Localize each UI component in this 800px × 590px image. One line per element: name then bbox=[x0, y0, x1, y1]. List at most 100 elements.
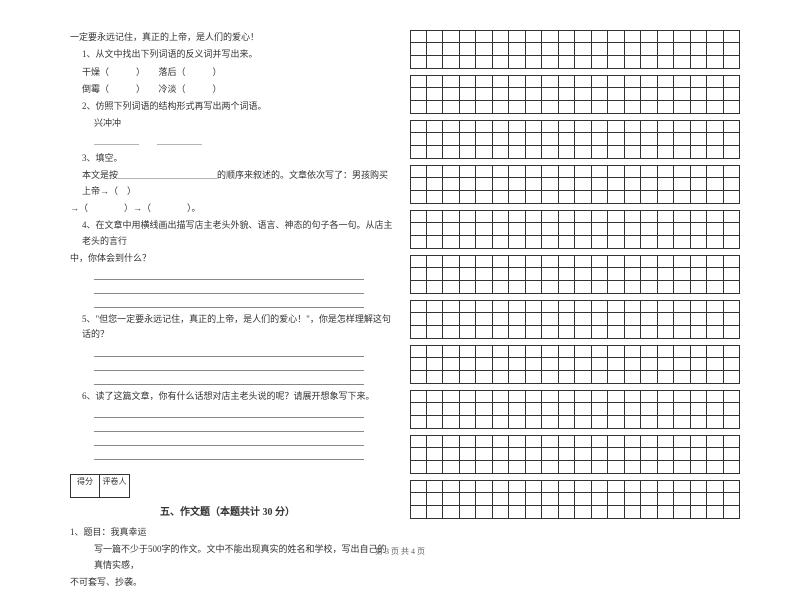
grid-cell bbox=[542, 313, 559, 326]
grid-cell bbox=[493, 493, 510, 506]
grid-cell bbox=[410, 506, 427, 519]
grid-cell bbox=[674, 416, 691, 429]
grid-cell bbox=[625, 255, 642, 268]
grid-cell bbox=[427, 146, 444, 159]
grid-cell bbox=[674, 435, 691, 448]
grid-cell bbox=[707, 461, 724, 474]
grid-cell bbox=[608, 506, 625, 519]
grid-cell bbox=[691, 255, 708, 268]
grid-cell bbox=[625, 146, 642, 159]
grid-cell bbox=[460, 345, 477, 358]
grid-cell bbox=[608, 448, 625, 461]
grid-cell bbox=[674, 236, 691, 249]
grid-cell bbox=[658, 403, 675, 416]
grid-cell bbox=[509, 191, 526, 204]
grid-cell bbox=[592, 75, 609, 88]
grid-cell bbox=[493, 30, 510, 43]
grid-cell bbox=[460, 236, 477, 249]
left-column: 一定要永远记住，真正的上帝，是人们的爱心！ 1、从文中找出下列词语的反义词并写出… bbox=[70, 30, 410, 545]
grid-row bbox=[410, 255, 740, 268]
grid-cell bbox=[691, 435, 708, 448]
grid-cell bbox=[724, 416, 741, 429]
grid-cell bbox=[559, 133, 576, 146]
grid-cell bbox=[641, 43, 658, 56]
grid-cell bbox=[608, 358, 625, 371]
grid-cell bbox=[674, 300, 691, 313]
grid-cell bbox=[410, 43, 427, 56]
grid-cell bbox=[427, 178, 444, 191]
grid-cell bbox=[476, 255, 493, 268]
grid-cell bbox=[443, 75, 460, 88]
grid-cell bbox=[641, 120, 658, 133]
grid-cell bbox=[674, 268, 691, 281]
grid-cell bbox=[526, 371, 543, 384]
grid-cell bbox=[410, 326, 427, 339]
grid-cell bbox=[559, 358, 576, 371]
grid-cell bbox=[410, 56, 427, 69]
grid-cell bbox=[691, 390, 708, 403]
grid-cell bbox=[542, 43, 559, 56]
grid-cell bbox=[509, 326, 526, 339]
grid-cell bbox=[559, 268, 576, 281]
grid-cell bbox=[625, 133, 642, 146]
grid-cell bbox=[575, 313, 592, 326]
grid-cell bbox=[509, 268, 526, 281]
grid-cell bbox=[427, 30, 444, 43]
grid-cell bbox=[559, 313, 576, 326]
grid-cell bbox=[526, 236, 543, 249]
grid-cell bbox=[625, 268, 642, 281]
grid-row bbox=[410, 191, 740, 204]
grid-cell bbox=[476, 326, 493, 339]
grid-cell bbox=[427, 371, 444, 384]
grid-cell bbox=[410, 88, 427, 101]
grid-cell bbox=[476, 178, 493, 191]
grid-cell bbox=[707, 210, 724, 223]
grid-cell bbox=[542, 165, 559, 178]
grid-cell bbox=[625, 30, 642, 43]
grid-cell bbox=[658, 30, 675, 43]
grid-row bbox=[410, 390, 740, 403]
grid-cell bbox=[608, 255, 625, 268]
grid-cell bbox=[476, 101, 493, 114]
grid-cell bbox=[674, 120, 691, 133]
grid-cell bbox=[542, 506, 559, 519]
writing-grid-block bbox=[410, 390, 740, 429]
grid-cell bbox=[559, 506, 576, 519]
grid-row bbox=[410, 358, 740, 371]
grid-cell bbox=[476, 56, 493, 69]
grid-cell bbox=[641, 326, 658, 339]
grid-cell bbox=[427, 56, 444, 69]
grid-cell bbox=[575, 210, 592, 223]
grid-cell bbox=[658, 56, 675, 69]
grid-cell bbox=[625, 461, 642, 474]
grid-cell bbox=[493, 461, 510, 474]
answer-line bbox=[94, 375, 364, 385]
grid-cell bbox=[460, 493, 477, 506]
grid-cell bbox=[658, 326, 675, 339]
grid-cell bbox=[608, 165, 625, 178]
grid-cell bbox=[641, 75, 658, 88]
grid-cell bbox=[559, 345, 576, 358]
grid-cell bbox=[526, 75, 543, 88]
grid-cell bbox=[674, 493, 691, 506]
grid-cell bbox=[542, 326, 559, 339]
grid-cell bbox=[460, 506, 477, 519]
grid-cell bbox=[559, 236, 576, 249]
grid-cell bbox=[427, 268, 444, 281]
grid-row bbox=[410, 30, 740, 43]
grid-cell bbox=[443, 210, 460, 223]
grid-cell bbox=[427, 358, 444, 371]
grid-cell bbox=[493, 75, 510, 88]
grid-cell bbox=[526, 300, 543, 313]
grid-cell bbox=[460, 255, 477, 268]
grid-cell bbox=[724, 88, 741, 101]
grid-cell bbox=[674, 43, 691, 56]
grid-cell bbox=[410, 165, 427, 178]
writing-grid-block bbox=[410, 210, 740, 249]
grid-row bbox=[410, 120, 740, 133]
answer-line bbox=[94, 436, 364, 446]
grid-cell bbox=[460, 480, 477, 493]
grid-cell bbox=[658, 191, 675, 204]
page-footer: 第 3 页 共 4 页 bbox=[0, 546, 800, 557]
grid-cell bbox=[707, 191, 724, 204]
